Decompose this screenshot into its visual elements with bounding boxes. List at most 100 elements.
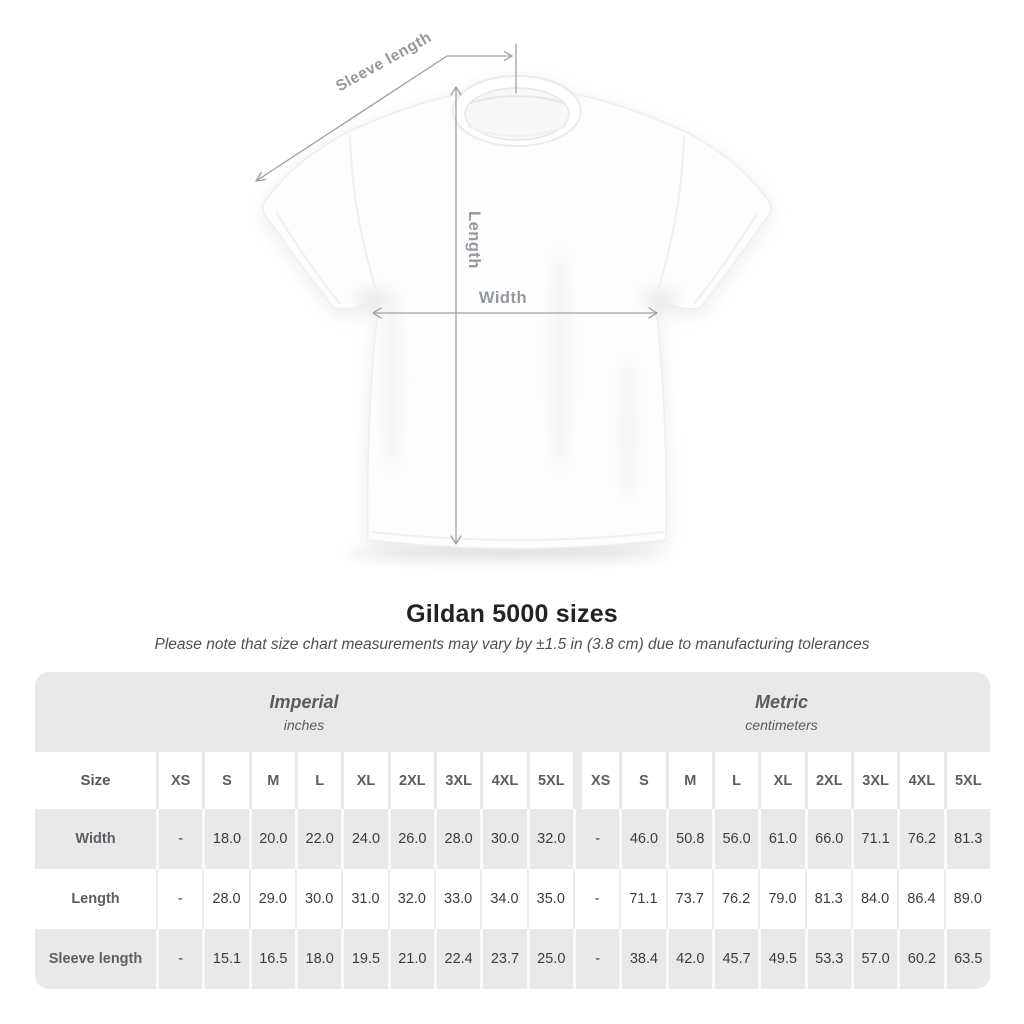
- cell-sleeve-length-metric-2xl: 53.3: [804, 929, 851, 989]
- cell-width-imperial-s: 18.0: [202, 809, 249, 869]
- cell-width-metric-m: 50.8: [665, 809, 712, 869]
- cell-length-metric-m: 73.7: [665, 869, 712, 929]
- cell-length-imperial-xs: -: [156, 869, 203, 929]
- cell-length-metric-xl: 79.0: [758, 869, 805, 929]
- row-label-sleeve-length: Sleeve length: [35, 929, 156, 989]
- bottom-hem-stitch: [371, 531, 665, 541]
- tshirt-diagram: Sleeve length Length Width: [255, 29, 772, 561]
- armpit-shade: [642, 288, 678, 308]
- cell-sleeve-length-metric-4xl: 60.2: [897, 929, 944, 989]
- sleeve-arrow-right: [503, 50, 513, 62]
- measure-row-length: Length -28.0 29.0 30.0 31.0 32.0 33.0 34.0 35.0-…: [35, 869, 990, 929]
- size-table-container: Imperial inches Metric centimeters Size XS S M L…: [35, 672, 990, 989]
- size-header-metric-l: L: [711, 752, 759, 809]
- cell-sleeve-length-imperial-l: 18.0: [294, 929, 342, 989]
- cell-sleeve-length-metric-s: 38.4: [619, 929, 666, 989]
- fold-shade: [552, 250, 568, 470]
- size-header-metric-3xl: 3XL: [850, 752, 898, 809]
- cell-length-metric-l: 76.2: [711, 869, 759, 929]
- cell-length-metric-4xl: 86.4: [897, 869, 944, 929]
- cuff-hem-right: [693, 211, 759, 305]
- size-header-imperial-2xl: 2XL: [387, 752, 434, 809]
- unit-band-label: Metric: [754, 691, 808, 712]
- cell-width-metric-2xl: 66.0: [804, 809, 851, 869]
- fold-shade: [622, 360, 634, 500]
- size-table-body: Imperial inches Metric centimeters Size XS S M L…: [35, 672, 990, 989]
- cell-sleeve-length-metric-l: 45.7: [711, 929, 759, 989]
- cell-length-imperial-5xl: 35.0: [526, 869, 573, 929]
- size-header-metric-xl: XL: [758, 752, 805, 809]
- cell-length-metric-2xl: 81.3: [804, 869, 851, 929]
- cell-length-imperial-s: 28.0: [202, 869, 249, 929]
- hem-shadow: [345, 547, 665, 561]
- unit-band-metric: Metric centimeters: [572, 672, 990, 752]
- size-table: Imperial inches Metric centimeters Size XS S M L…: [35, 672, 990, 989]
- size-header-imperial-l: L: [294, 752, 342, 809]
- cell-length-imperial-l: 30.0: [294, 869, 342, 929]
- cell-length-metric-3xl: 84.0: [850, 869, 898, 929]
- collar-inner-shadow: [469, 95, 565, 104]
- width-arrow-left: [372, 307, 382, 319]
- cell-length-imperial-4xl: 34.0: [480, 869, 527, 929]
- tshirt-illustration: [262, 75, 772, 550]
- cell-sleeve-length-imperial-m: 16.5: [248, 929, 295, 989]
- cell-width-metric-3xl: 71.1: [850, 809, 898, 869]
- cuff-hem-left: [275, 211, 341, 305]
- length-label: Length: [465, 211, 483, 269]
- size-header-imperial-s: S: [202, 752, 249, 809]
- cell-sleeve-length-imperial-5xl: 25.0: [526, 929, 573, 989]
- size-header-imperial-4xl: 4XL: [480, 752, 527, 809]
- tshirt-body: [262, 86, 772, 550]
- cell-width-imperial-l: 22.0: [294, 809, 342, 869]
- cell-width-metric-xs: -: [572, 809, 620, 869]
- cell-sleeve-length-imperial-xl: 19.5: [341, 929, 388, 989]
- cell-sleeve-length-metric-5xl: 63.5: [943, 929, 990, 989]
- unit-band-row: Imperial inches Metric centimeters: [35, 672, 990, 752]
- cell-length-metric-s: 71.1: [619, 869, 666, 929]
- collar-opening: [464, 87, 570, 141]
- size-header-metric-s: S: [619, 752, 666, 809]
- cell-sleeve-length-imperial-s: 15.1: [202, 929, 249, 989]
- unit-band-imperial: Imperial inches: [35, 672, 573, 752]
- cell-width-metric-4xl: 76.2: [897, 809, 944, 869]
- size-header-imperial-xs: XS: [156, 752, 203, 809]
- measure-row-width: Width -18.0 20.0 22.0 24.0 26.0 28.0 30.0 32.0-4…: [35, 809, 990, 869]
- armpit-shade: [356, 288, 392, 308]
- size-header-metric-5xl: 5XL: [943, 752, 990, 809]
- unit-band-sublabel: centimeters: [745, 716, 818, 733]
- collar-rib-line: [466, 125, 568, 137]
- sleeve-line: [255, 55, 513, 182]
- width-label: Width: [479, 289, 527, 307]
- size-header-metric-4xl: 4XL: [897, 752, 944, 809]
- sleeve-length-label: Sleeve length: [333, 29, 434, 95]
- cell-sleeve-length-imperial-xs: -: [156, 929, 203, 989]
- cell-width-imperial-2xl: 26.0: [387, 809, 434, 869]
- length-arrow-up: [450, 86, 462, 96]
- tolerance-note: Please note that size chart measurements…: [154, 636, 870, 653]
- page-title: Gildan 5000 sizes: [406, 600, 618, 628]
- cell-sleeve-length-imperial-4xl: 23.7: [480, 929, 527, 989]
- cell-length-imperial-3xl: 33.0: [433, 869, 481, 929]
- length-arrow-down: [450, 535, 462, 545]
- cell-width-imperial-xs: -: [156, 809, 203, 869]
- cell-width-imperial-3xl: 28.0: [433, 809, 481, 869]
- cell-width-metric-s: 46.0: [619, 809, 666, 869]
- cell-width-imperial-5xl: 32.0: [526, 809, 573, 869]
- cell-width-imperial-xl: 24.0: [341, 809, 388, 869]
- cell-width-metric-l: 56.0: [711, 809, 759, 869]
- cell-width-imperial-4xl: 30.0: [480, 809, 527, 869]
- cell-sleeve-length-imperial-2xl: 21.0: [387, 929, 434, 989]
- size-header-row: Size XS S M L XL 2XL 3XL 4XL 5XL XS S M L XL 2XL 3XL 4XL 5…: [35, 752, 990, 809]
- size-header-imperial-m: M: [248, 752, 295, 809]
- cell-sleeve-length-metric-xl: 49.5: [758, 929, 805, 989]
- cell-length-imperial-xl: 31.0: [341, 869, 388, 929]
- row-label-length: Length: [35, 869, 156, 929]
- width-arrow-right: [648, 307, 658, 319]
- cell-sleeve-length-metric-3xl: 57.0: [850, 929, 898, 989]
- size-header-imperial-3xl: 3XL: [433, 752, 481, 809]
- row-label-width: Width: [35, 809, 156, 869]
- sleeve-arrow-end: [255, 171, 267, 182]
- size-header-imperial-5xl: 5XL: [526, 752, 573, 809]
- cell-length-imperial-2xl: 32.0: [387, 869, 434, 929]
